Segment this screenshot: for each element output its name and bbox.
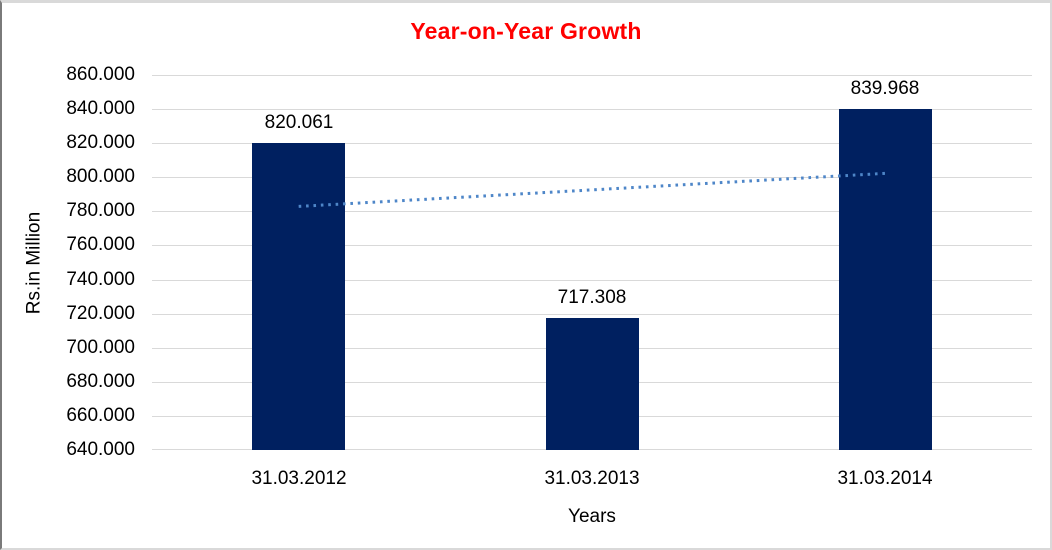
x-axis-title: Years xyxy=(568,506,616,527)
y-axis-tick-label: 820.000 xyxy=(66,132,135,153)
data-label: 820.061 xyxy=(264,112,334,133)
bar-31.03.2013 xyxy=(546,318,639,450)
x-axis-tick-label: 31.03.2012 xyxy=(251,468,347,489)
chart-title: Year-on-Year Growth xyxy=(410,18,642,44)
y-axis-tick-label: 780.000 xyxy=(66,200,135,221)
bar-31.03.2014 xyxy=(839,109,932,450)
y-axis-tick-label: 720.000 xyxy=(66,303,135,324)
gridline xyxy=(152,211,1032,212)
gridline xyxy=(152,75,1032,76)
gridline xyxy=(152,245,1032,246)
gridline xyxy=(152,109,1032,110)
data-label: 717.308 xyxy=(557,287,627,308)
plot-area: 820.061 717.308 839.968 xyxy=(152,75,1032,450)
y-axis-tick-label: 740.000 xyxy=(66,269,135,290)
gridline xyxy=(152,280,1032,281)
y-axis-tick-label: 800.000 xyxy=(66,166,135,187)
y-axis-tick-label: 760.000 xyxy=(66,234,135,255)
y-axis-tick-label: 640.000 xyxy=(66,439,135,460)
x-axis-tick-label: 31.03.2014 xyxy=(837,468,933,489)
y-axis-tick-label: 680.000 xyxy=(66,371,135,392)
y-axis-tick-label: 660.000 xyxy=(66,405,135,426)
gridline xyxy=(152,143,1032,144)
y-axis-tick-label: 860.000 xyxy=(66,64,135,85)
x-axis-tick-label: 31.03.2013 xyxy=(544,468,640,489)
data-label: 839.968 xyxy=(850,78,920,99)
bar-31.03.2012 xyxy=(252,143,345,450)
y-axis-tick-label: 700.000 xyxy=(66,337,135,358)
y-axis-tick-label: 840.000 xyxy=(66,98,135,119)
gridline xyxy=(152,314,1032,315)
